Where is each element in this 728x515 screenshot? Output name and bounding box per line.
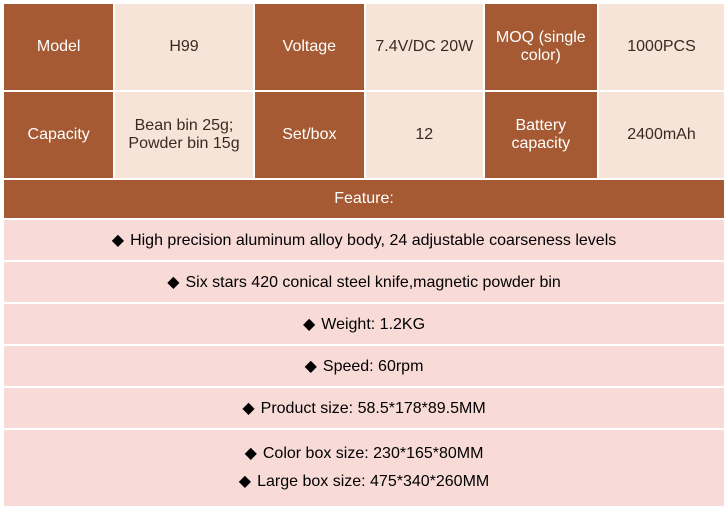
bullet-icon: ◆ (242, 400, 254, 417)
spec-label: Model (4, 4, 113, 90)
bullet-icon: ◆ (239, 473, 251, 490)
spec-value: 1000PCS (599, 4, 724, 90)
feature-text: Weight: 1.2KG (321, 316, 425, 333)
feature-cell: ◆ Weight: 1.2KG (4, 304, 724, 344)
feature-row: ◆ Weight: 1.2KG (4, 304, 724, 344)
feature-text: Six stars 420 conical steel knife,magnet… (186, 274, 561, 291)
spec-row: ModelH99Voltage7.4V/DC 20WMOQ (single co… (4, 4, 724, 90)
spec-body: ModelH99Voltage7.4V/DC 20WMOQ (single co… (4, 4, 724, 506)
feature-row: ◆ High precision aluminum alloy body, 24 … (4, 220, 724, 260)
feature-cell: ◆ Speed: 60rpm (4, 346, 724, 386)
feature-cell: ◆ High precision aluminum alloy body, 24 … (4, 220, 724, 260)
feature-line: ◆ Color box size: 230*165*80MM (12, 440, 716, 468)
spec-label: Capacity (4, 92, 113, 178)
feature-cell: ◆ Product size: 58.5*178*89.5MM (4, 388, 724, 428)
bullet-icon: ◆ (167, 274, 179, 291)
feature-text: Product size: 58.5*178*89.5MM (261, 400, 486, 417)
feature-row: ◆ Six stars 420 conical steel knife,magne… (4, 262, 724, 302)
spec-label: Voltage (255, 4, 364, 90)
feature-cell: ◆ Six stars 420 conical steel knife,magne… (4, 262, 724, 302)
spec-row: CapacityBean bin 25g; Powder bin 15gSet/… (4, 92, 724, 178)
feature-text: Color box size: 230*165*80MM (263, 445, 484, 462)
feature-row: ◆Color box size: 230*165*80MM◆Large box … (4, 430, 724, 506)
spec-value: 2400mAh (599, 92, 724, 178)
feature-row: ◆ Product size: 58.5*178*89.5MM (4, 388, 724, 428)
feature-title: Feature: (4, 180, 724, 218)
feature-text: Speed: 60rpm (323, 358, 424, 375)
feature-row: ◆ Speed: 60rpm (4, 346, 724, 386)
feature-header-row: Feature: (4, 180, 724, 218)
feature-line: ◆ Large box size: 475*340*260MM (12, 468, 716, 496)
bullet-icon: ◆ (112, 232, 124, 249)
spec-label: Set/box (255, 92, 364, 178)
bullet-icon: ◆ (305, 358, 317, 375)
feature-cell: ◆Color box size: 230*165*80MM◆Large box … (4, 430, 724, 506)
spec-value: H99 (115, 4, 252, 90)
feature-text: Large box size: 475*340*260MM (257, 473, 489, 490)
spec-value: 12 (366, 92, 483, 178)
feature-text: High precision aluminum alloy body, 24 a… (130, 232, 616, 249)
product-spec-table: ModelH99Voltage7.4V/DC 20WMOQ (single co… (2, 2, 726, 508)
spec-value: Bean bin 25g; Powder bin 15g (115, 92, 252, 178)
spec-value: 7.4V/DC 20W (366, 4, 483, 90)
bullet-icon: ◆ (245, 445, 257, 462)
spec-label: MOQ (single color) (485, 4, 597, 90)
bullet-icon: ◆ (303, 316, 315, 333)
spec-label: Battery capacity (485, 92, 597, 178)
